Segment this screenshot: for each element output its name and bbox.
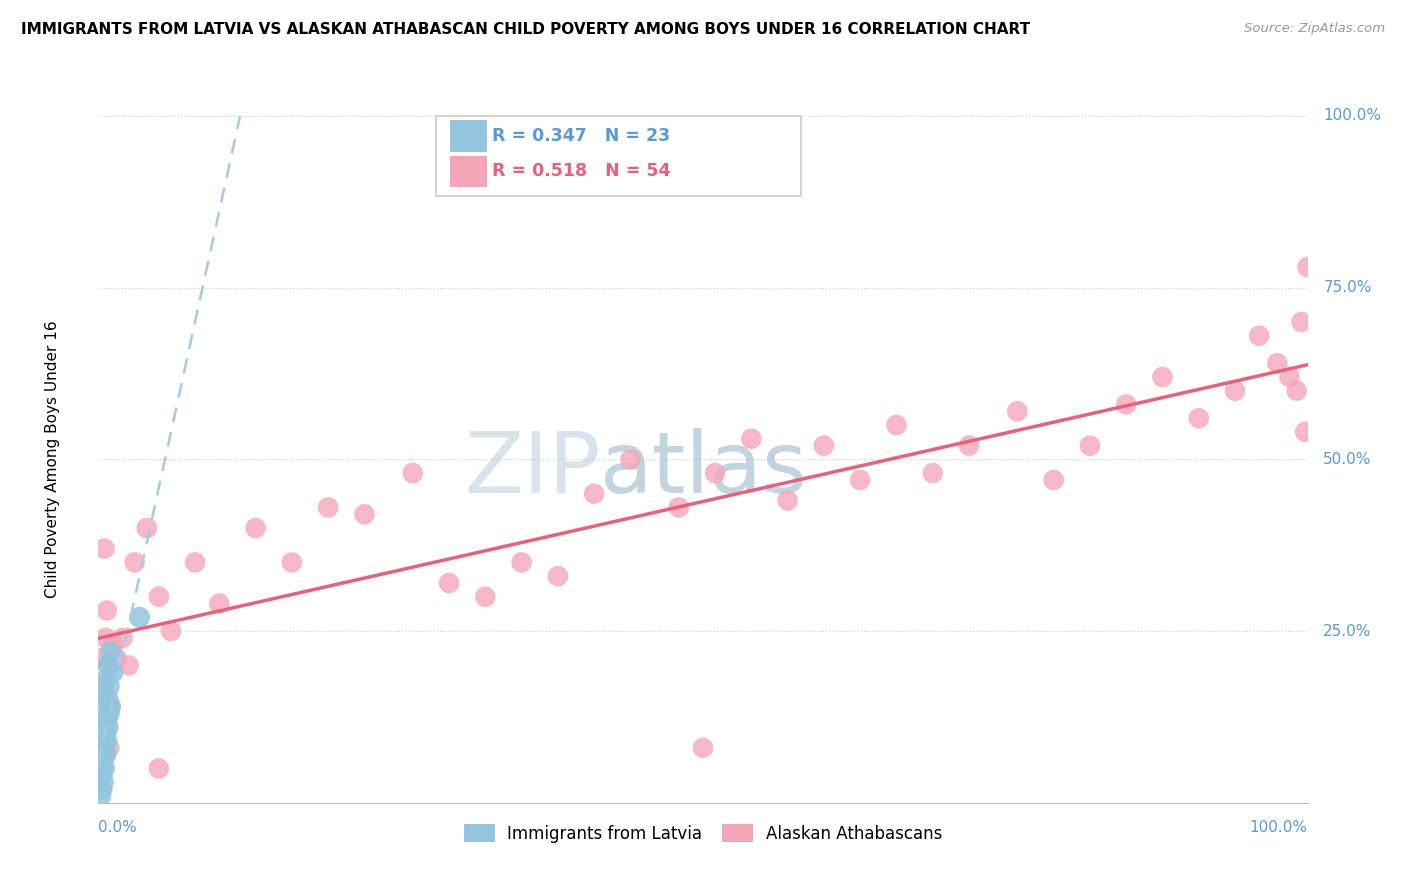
Point	[668, 500, 690, 515]
Point	[101, 665, 124, 680]
Text: R = 0.518   N = 54: R = 0.518 N = 54	[492, 162, 671, 180]
Point	[1291, 315, 1313, 329]
Point	[100, 699, 122, 714]
Text: Source: ZipAtlas.com: Source: ZipAtlas.com	[1244, 22, 1385, 36]
Point	[148, 590, 170, 604]
Point	[91, 755, 114, 769]
Point	[91, 782, 114, 797]
Point	[93, 762, 115, 776]
Point	[1223, 384, 1246, 398]
Point	[148, 762, 170, 776]
Point	[91, 679, 114, 693]
Point	[91, 768, 114, 782]
Point	[100, 699, 122, 714]
Point	[100, 645, 122, 659]
Point	[281, 555, 304, 570]
Text: Child Poverty Among Boys Under 16: Child Poverty Among Boys Under 16	[45, 320, 60, 599]
Text: atlas: atlas	[600, 428, 808, 511]
Point	[96, 714, 118, 728]
Point	[704, 466, 727, 480]
Point	[111, 631, 134, 645]
Point	[184, 555, 207, 570]
Point	[474, 590, 496, 604]
Point	[97, 658, 120, 673]
Point	[93, 541, 115, 556]
Point	[128, 610, 150, 624]
Point	[208, 597, 231, 611]
Point	[96, 672, 118, 686]
Text: 0.0%: 0.0%	[98, 820, 138, 835]
Point	[98, 740, 121, 755]
Point	[921, 466, 943, 480]
Point	[1115, 397, 1137, 411]
Point	[124, 555, 146, 570]
Text: ZIP: ZIP	[464, 428, 600, 511]
Point	[93, 699, 115, 714]
Point	[135, 521, 157, 535]
Text: 100.0%: 100.0%	[1323, 109, 1381, 123]
Point	[90, 789, 112, 803]
Text: 25.0%: 25.0%	[1323, 624, 1372, 639]
Text: R = 0.347   N = 23: R = 0.347 N = 23	[492, 127, 671, 145]
Point	[98, 679, 121, 693]
Legend: Immigrants from Latvia, Alaskan Athabascans: Immigrants from Latvia, Alaskan Athabasc…	[464, 824, 942, 843]
Point	[316, 500, 339, 515]
Point	[1152, 370, 1174, 384]
Point	[90, 651, 112, 665]
Point	[437, 576, 460, 591]
Point	[94, 631, 117, 645]
Point	[1294, 425, 1316, 439]
Point	[776, 493, 799, 508]
Point	[96, 734, 118, 748]
Point	[1278, 370, 1301, 384]
Point	[93, 740, 115, 755]
Point	[1296, 260, 1319, 274]
Point	[1188, 411, 1211, 425]
Point	[160, 624, 183, 639]
Point	[118, 658, 141, 673]
Point	[94, 727, 117, 741]
Point	[353, 508, 375, 522]
Point	[97, 692, 120, 706]
Point	[1042, 473, 1064, 487]
Point	[98, 706, 121, 721]
Point	[547, 569, 569, 583]
Point	[583, 487, 606, 501]
Point	[1078, 439, 1101, 453]
Text: 75.0%: 75.0%	[1323, 280, 1372, 295]
Point	[813, 439, 835, 453]
Text: 100.0%: 100.0%	[1250, 820, 1308, 835]
Text: 50.0%: 50.0%	[1323, 452, 1372, 467]
Point	[1007, 404, 1029, 418]
Point	[1285, 384, 1308, 398]
Point	[957, 439, 980, 453]
Point	[849, 473, 872, 487]
Point	[105, 651, 128, 665]
Point	[96, 603, 118, 617]
Point	[97, 720, 120, 734]
Point	[1249, 328, 1271, 343]
Point	[619, 452, 641, 467]
Text: IMMIGRANTS FROM LATVIA VS ALASKAN ATHABASCAN CHILD POVERTY AMONG BOYS UNDER 16 C: IMMIGRANTS FROM LATVIA VS ALASKAN ATHABA…	[21, 22, 1031, 37]
Point	[94, 747, 117, 762]
Point	[245, 521, 267, 535]
Point	[510, 555, 533, 570]
Point	[97, 658, 120, 673]
Point	[740, 432, 762, 446]
Point	[101, 638, 124, 652]
Point	[94, 686, 117, 700]
Point	[1267, 356, 1289, 370]
Point	[886, 417, 908, 432]
Point	[402, 466, 425, 480]
Point	[91, 775, 114, 789]
Point	[692, 740, 714, 755]
